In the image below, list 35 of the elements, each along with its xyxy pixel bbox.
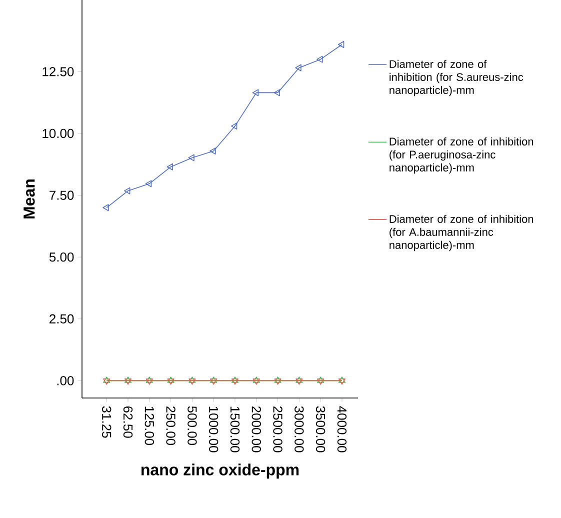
point	[188, 154, 194, 162]
y-tick-label: 10.00	[42, 128, 74, 138]
x-tick-label: 2500.00	[273, 406, 282, 452]
x-tick-label: 500.00	[188, 406, 197, 446]
x-tick-label: 62.50	[123, 406, 133, 438]
legend-label: Diameter of zone of inhibition (for A.baumannii-zinc nanoparticle)-mm	[390, 214, 534, 252]
legend-label: Diameter of zone of inhibition (for P.aeruginosa-zinc nanoparticle)-mm	[390, 137, 534, 174]
x-tick-label: 1000.00	[208, 406, 218, 452]
y-axis-title: Mean	[24, 180, 35, 218]
y-tick-label: 2.50	[50, 314, 74, 324]
point	[274, 89, 280, 96]
y-tick-label: 5.00	[49, 252, 74, 262]
x-tick-label: 250.00	[166, 406, 176, 446]
legend-label: Diameter of zone of inhibition (for S.aureus-zinc nanoparticle)-mm	[390, 60, 524, 96]
x-tick-label: 2000.00	[252, 406, 261, 452]
point	[124, 187, 130, 194]
point	[166, 163, 173, 170]
y-tick-label: 7.50	[50, 190, 74, 200]
x-tick-label: 31.25	[102, 406, 112, 438]
x-tick-label: 1500.00	[230, 406, 240, 452]
point	[145, 180, 152, 188]
point	[210, 148, 216, 155]
point	[252, 89, 259, 96]
x-axis-title: nano zinc oxide-ppm	[141, 464, 299, 479]
x-tick-label: 3500.00	[316, 406, 326, 452]
y-tick-label: 12.50	[42, 67, 74, 76]
x-tick-label: 125.00	[144, 406, 154, 446]
point	[316, 56, 323, 63]
x-tick-label: 3000.00	[294, 406, 304, 452]
point	[230, 122, 238, 130]
x-tick-label: 4000.00	[337, 406, 347, 452]
y-tick-label: .00	[57, 376, 74, 386]
point	[102, 204, 109, 212]
point	[295, 64, 302, 72]
point	[338, 40, 344, 48]
